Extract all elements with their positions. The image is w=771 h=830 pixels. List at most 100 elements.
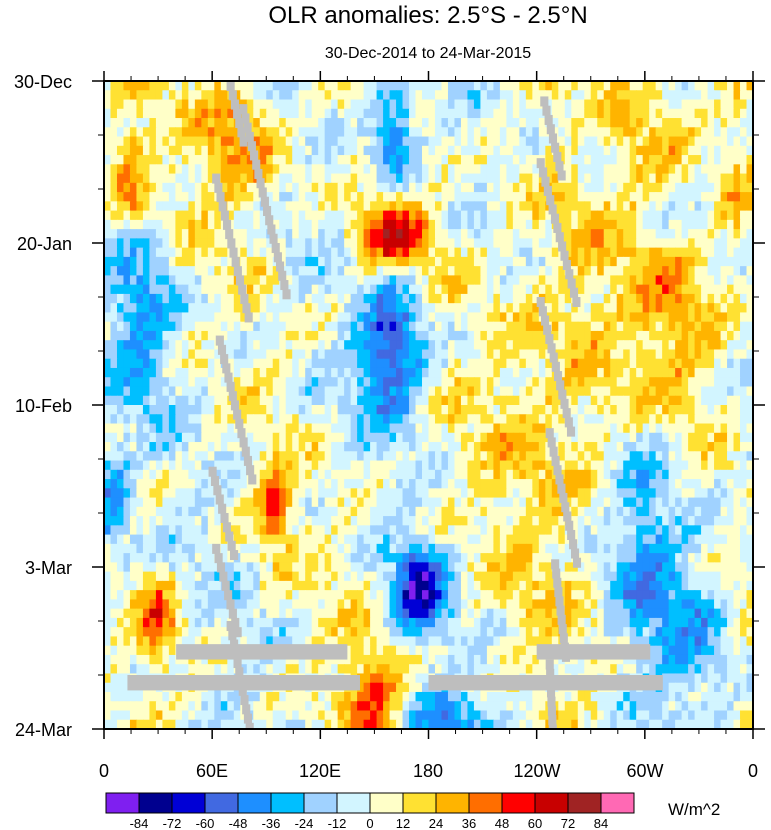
- heatmap-cell: [480, 451, 488, 462]
- heatmap-cell: [473, 405, 482, 415]
- heatmap-cell: [201, 99, 209, 110]
- heatmap-cell: [220, 432, 228, 443]
- heatmap-cell: [292, 118, 300, 128]
- heatmap-cell: [350, 127, 358, 138]
- heatmap-cell: [519, 155, 527, 165]
- heatmap-cell: [259, 534, 267, 545]
- heatmap-cell: [292, 321, 300, 332]
- heatmap-cell: [331, 210, 339, 221]
- heatmap-cell: [324, 192, 332, 202]
- heatmap-cell: [506, 497, 514, 508]
- heatmap-cell: [116, 173, 125, 184]
- heatmap-cell: [506, 182, 514, 193]
- heatmap-cell: [675, 358, 683, 369]
- heatmap-cell: [636, 182, 644, 193]
- heatmap-cell: [545, 247, 553, 258]
- heatmap-cell: [623, 460, 631, 471]
- heatmap-cell: [746, 303, 753, 314]
- heatmap-cell: [454, 479, 462, 489]
- heatmap-cell: [272, 173, 280, 184]
- heatmap-cell: [337, 164, 345, 175]
- heatmap-cell: [538, 451, 546, 462]
- heatmap-cell: [675, 247, 683, 258]
- heatmap-cell: [740, 136, 748, 147]
- heatmap-cell: [603, 155, 611, 165]
- heatmap-cell: [175, 377, 183, 388]
- heatmap-cell: [662, 349, 670, 360]
- heatmap-cell: [701, 99, 709, 110]
- heatmap-cell: [142, 321, 151, 332]
- heatmap-cell: [324, 358, 332, 369]
- heatmap-cell: [318, 460, 326, 471]
- heatmap-cell: [525, 173, 533, 184]
- heatmap-cell: [370, 182, 378, 193]
- heatmap-cell: [292, 423, 300, 434]
- heatmap-cell: [357, 525, 365, 536]
- heatmap-cell: [694, 423, 702, 434]
- heatmap-cell: [675, 395, 683, 406]
- heatmap-cell: [142, 405, 151, 415]
- heatmap-cell: [525, 238, 533, 249]
- heatmap-cell: [558, 275, 566, 286]
- heatmap-cell: [383, 423, 391, 434]
- heatmap-cell: [422, 192, 430, 202]
- heatmap-cell: [266, 312, 274, 323]
- heatmap-cell: [370, 321, 378, 332]
- heatmap-cell: [571, 460, 579, 471]
- heatmap-cell: [538, 136, 546, 147]
- heatmap-cell: [116, 136, 125, 147]
- heatmap-cell: [584, 423, 592, 434]
- heatmap-cell: [272, 506, 280, 517]
- heatmap-cell: [642, 330, 650, 341]
- heatmap-cell: [564, 164, 572, 175]
- heatmap-cell: [110, 229, 118, 239]
- heatmap-cell: [396, 219, 404, 230]
- heatmap-cell: [499, 358, 507, 369]
- heatmap-cell: [499, 256, 507, 267]
- heatmap-cell: [532, 164, 540, 175]
- heatmap-cell: [720, 432, 728, 443]
- heatmap-cell: [104, 386, 112, 397]
- heatmap-cell: [714, 442, 722, 452]
- heatmap-cell: [331, 367, 339, 378]
- heatmap-cell: [551, 525, 559, 536]
- heatmap-cell: [155, 90, 164, 101]
- heatmap-cell: [525, 497, 533, 508]
- heatmap-cell: [220, 460, 228, 471]
- heatmap-cell: [370, 358, 378, 369]
- heatmap-cell: [396, 136, 404, 147]
- heatmap-cell: [707, 358, 715, 369]
- heatmap-cell: [694, 525, 702, 536]
- heatmap-cell: [149, 321, 157, 332]
- heatmap-cell: [538, 247, 546, 258]
- heatmap-cell: [733, 275, 741, 286]
- heatmap-cell: [447, 210, 456, 221]
- heatmap-cell: [733, 99, 741, 110]
- heatmap-cell: [460, 442, 469, 452]
- heatmap-cell: [363, 367, 371, 378]
- heatmap-cell: [428, 405, 436, 415]
- heatmap-cell: [207, 367, 215, 378]
- heatmap-cell: [175, 497, 183, 508]
- heatmap-cell: [727, 516, 735, 526]
- heatmap-cell: [129, 395, 138, 406]
- heatmap-cell: [175, 90, 183, 101]
- heatmap-cell: [181, 516, 189, 526]
- heatmap-cell: [331, 451, 339, 462]
- heatmap-cell: [649, 173, 657, 184]
- heatmap-cell: [493, 525, 501, 536]
- heatmap-cell: [610, 81, 618, 91]
- heatmap-cell: [460, 210, 469, 221]
- heatmap-cell: [162, 432, 170, 443]
- heatmap-cell: [298, 460, 306, 471]
- heatmap-cell: [305, 229, 313, 239]
- heatmap-cell: [733, 488, 741, 499]
- heatmap-cell: [142, 145, 151, 156]
- heatmap-cell: [142, 432, 151, 443]
- heatmap-cell: [714, 386, 722, 397]
- heatmap-cell: [162, 516, 170, 526]
- heatmap-cell: [396, 303, 404, 314]
- heatmap-cell: [434, 349, 443, 360]
- heatmap-cell: [298, 432, 306, 443]
- heatmap-cell: [266, 358, 274, 369]
